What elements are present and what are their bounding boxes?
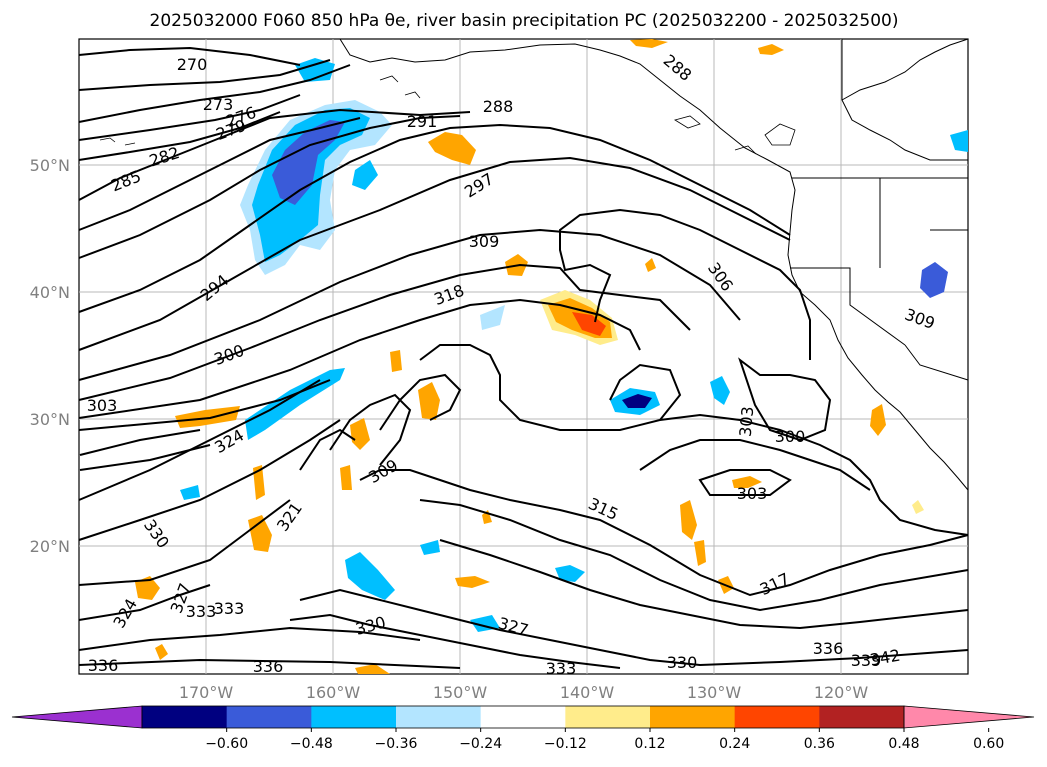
- contour-label: 333: [214, 599, 245, 618]
- pos-patch-east2: [694, 540, 706, 566]
- colorbar-tick-label: −0.24: [459, 736, 502, 752]
- theta-e-contours: [78, 46, 969, 669]
- contour-label: 273: [203, 95, 234, 114]
- contour-label: 333: [546, 659, 577, 678]
- contour-label: 300: [775, 427, 806, 446]
- latitude-labels: 50°N 40°N 30°N 20°N: [30, 156, 70, 556]
- pos-patch-south2: [355, 664, 390, 674]
- coastal-islands: [99, 75, 796, 155]
- pos-patch-central-inner: [572, 312, 606, 336]
- colorbar-tick-label: −0.36: [375, 736, 418, 752]
- contour-label: 288: [483, 97, 514, 116]
- pos-patch-left2: [135, 576, 160, 600]
- map-panel: 270 273 276 279 282 285 288 288 291 294 …: [78, 38, 969, 678]
- colorbar: −0.60 −0.48 −0.36 −0.24 −0.12 0.12 0.24 0.36 0.4…: [11, 705, 1035, 752]
- pos-patch-south4: [155, 644, 168, 660]
- colorbar-tick-label: −0.60: [205, 736, 248, 752]
- colorbar-tick-label: 0.60: [973, 736, 1004, 752]
- coastlines: [339, 38, 969, 491]
- lon-label: 150°W: [433, 683, 488, 702]
- lat-label: 40°N: [30, 283, 70, 302]
- contour-label: 336: [813, 639, 844, 658]
- contour-label: 333: [186, 602, 217, 621]
- pos-patch-east1: [680, 500, 697, 540]
- lon-label: 130°W: [687, 683, 742, 702]
- contour-label: 309: [469, 232, 500, 251]
- colorbar-segment: [819, 706, 905, 728]
- lat-label: 20°N: [30, 537, 70, 556]
- neg-patch-coast: [920, 262, 948, 298]
- contour-label: 336: [253, 657, 284, 676]
- pos-patch-east3: [732, 476, 762, 488]
- colorbar-segment: [311, 706, 397, 728]
- contour-label: 303: [87, 396, 118, 415]
- pos-patch-left3: [248, 515, 272, 552]
- pos-patch-c3: [418, 382, 440, 420]
- pos-patch-top2: [630, 39, 668, 48]
- pos-patch-small3: [912, 500, 924, 514]
- contour-label: 336: [88, 656, 119, 675]
- pos-patch-left4: [253, 465, 265, 500]
- contour-label: 303: [736, 405, 758, 437]
- lon-label: 160°W: [306, 683, 361, 702]
- neg-patch-south1: [345, 552, 395, 600]
- colorbar-segment: [734, 706, 820, 728]
- colorbar-segment: [565, 706, 651, 728]
- colorbar-tick-label: 0.12: [634, 736, 665, 752]
- neg-patch-small3: [420, 540, 440, 555]
- contour-label: 270: [177, 55, 208, 74]
- neg-patch-subtrop-band: [245, 368, 345, 440]
- contour-label: 339: [851, 651, 882, 670]
- neg-patch-small6: [180, 485, 200, 500]
- pos-patch-mid3: [340, 465, 352, 490]
- pos-patch-top1: [758, 44, 784, 55]
- colorbar-segment: [226, 706, 312, 728]
- colorbar-frame: [141, 705, 905, 729]
- neg-patch-small2: [480, 305, 505, 330]
- lon-label: 170°W: [179, 683, 234, 702]
- colorbar-segment: [142, 706, 228, 728]
- colorbar-segment: [396, 706, 482, 728]
- neg-patch-cutoff-core: [622, 394, 652, 408]
- lon-label: 120°W: [814, 683, 869, 702]
- colorbar-extend-high: [903, 705, 1035, 729]
- contour-label: 303: [737, 484, 768, 503]
- contour-label: 330: [667, 653, 698, 672]
- contour-label: 291: [407, 112, 438, 131]
- map-title: 2025032000 F060 850 hPa θe, river basin …: [150, 11, 899, 31]
- neg-patch-mid: [352, 160, 378, 190]
- positive-anomaly-patches: [135, 39, 924, 674]
- longitude-labels: 170°W 160°W 150°W 140°W 130°W 120°W: [179, 683, 869, 702]
- pos-patch-mid1: [350, 418, 370, 450]
- neg-patch-small1: [710, 376, 730, 405]
- pos-patch-mid2: [390, 350, 402, 372]
- colorbar-extend-low: [11, 705, 143, 729]
- pos-patch-coast1: [870, 404, 886, 436]
- pos-patch-small2: [645, 258, 656, 272]
- pos-patch-small1: [482, 510, 492, 524]
- pos-patch-left: [175, 406, 240, 428]
- colorbar-tick-label: −0.12: [544, 736, 587, 752]
- lat-label: 50°N: [30, 156, 70, 175]
- neg-patch-south2: [555, 565, 585, 582]
- pos-patch-north: [428, 132, 476, 165]
- colorbar-segment: [480, 706, 566, 728]
- neg-patch-small5: [950, 130, 968, 152]
- lon-label: 140°W: [560, 683, 615, 702]
- colorbar-tick-label: 0.24: [719, 736, 750, 752]
- colorbar-tick-label: 0.36: [804, 736, 835, 752]
- colorbar-tick-label: 0.48: [888, 736, 919, 752]
- colorbar-segment: [650, 706, 736, 728]
- neg-patch-nw-top: [295, 58, 335, 82]
- pos-patch-south1: [455, 576, 490, 588]
- colorbar-tick-label: −0.48: [290, 736, 333, 752]
- lat-label: 30°N: [30, 410, 70, 429]
